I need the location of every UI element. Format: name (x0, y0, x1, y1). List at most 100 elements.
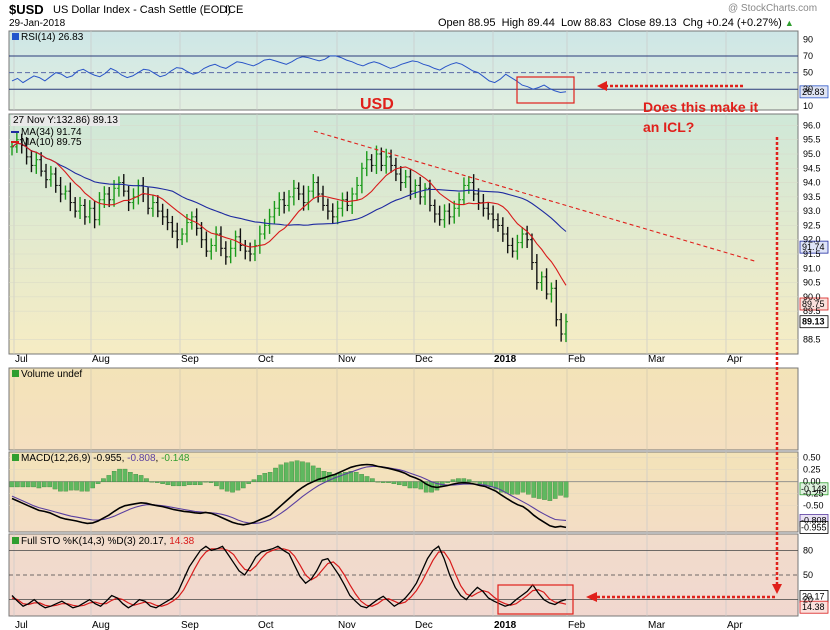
macd-histogram-bar (138, 475, 144, 482)
macd-histogram-bar (160, 481, 165, 484)
x-tick-label: Jul (15, 354, 28, 365)
chg-label: Chg (682, 17, 703, 29)
price-tick-label: 88.5 (803, 335, 821, 345)
macd-histogram-bar (359, 474, 364, 482)
macd-histogram-bar (208, 481, 214, 483)
square-icon (12, 33, 19, 40)
macd-histogram-bar (95, 481, 101, 484)
rsi-last-badge (799, 85, 829, 99)
price-value-badge (799, 297, 829, 311)
arrow-head-icon (597, 81, 607, 91)
macd-histogram-bar (240, 481, 246, 489)
macd-histogram-bar (262, 473, 268, 482)
icl-question-line2: an ICL? (643, 119, 695, 135)
price-tick-label: 93.0 (803, 206, 821, 216)
macd-histogram-bar (251, 479, 257, 482)
macd-histogram-bar (483, 481, 488, 486)
macd-value-label: -0.955 (801, 522, 827, 532)
macd-histogram-bar (171, 481, 176, 487)
x-tick-label: Dec (415, 620, 433, 630)
macd-histogram-bar (90, 481, 95, 489)
macd-histogram-bar (434, 481, 440, 491)
macd-histogram-bar (391, 481, 397, 484)
index-name: US Dollar Index - Cash Settle (EOD) (53, 4, 231, 16)
chg-value: +0.24 (+0.27%) (705, 17, 782, 29)
rsi-line (11, 55, 567, 94)
macd-tick-label: 0.25 (803, 465, 821, 475)
macd-histogram-bar (461, 478, 467, 482)
macd-histogram-bar (111, 471, 117, 482)
macd-histogram-bar (235, 481, 241, 491)
macd-histogram-bar (423, 481, 429, 493)
macd-histogram-bar (466, 479, 472, 482)
rsi-tick-label: 30 (803, 84, 813, 94)
price-value-label: 89.75 (802, 299, 825, 309)
rsi-panel (8, 30, 799, 111)
macd-histogram-bar (214, 481, 219, 487)
macd-histogram-bar (380, 481, 386, 483)
price-tick-label: 92.0 (803, 235, 821, 245)
ma34-legend: MA(34) 91.74 (11, 127, 82, 138)
x-tick-label: Oct (258, 354, 274, 365)
macd-tick-label: -0.25 (803, 489, 824, 499)
x-tick-label: Apr (727, 354, 743, 365)
macd-histogram-bar (337, 473, 343, 482)
macd-histogram-bar (407, 481, 413, 489)
macd-histogram-bar (9, 481, 15, 488)
macd-histogram-bar (348, 471, 354, 482)
macd-histogram-bar (300, 461, 305, 482)
sto-value-badge (799, 600, 829, 614)
x-tick-label: Aug (92, 354, 110, 365)
x-tick-label: Feb (568, 354, 586, 365)
macd-histogram-bar (445, 481, 450, 483)
macd-histogram-bar (343, 472, 348, 482)
price-cursor-legend: 27 Nov Y:132.86) 89.13 (11, 115, 120, 126)
macd-histogram-bar (176, 481, 182, 487)
price-tick-label: 95.5 (803, 135, 821, 145)
macd-histogram-bar (499, 481, 504, 493)
macd-histogram-bar (181, 481, 187, 487)
x-tick-label: Apr (727, 620, 743, 630)
close-label: Close (617, 17, 647, 29)
sto-tick-label: 80 (803, 545, 813, 555)
chart-date: 29-Jan-2018 (9, 18, 66, 29)
text-layer: Jul Jul Aug Aug Sep Sep Oct Oct Nov Nov Dec Dec 2018… (15, 34, 827, 630)
macd-histogram-bar (294, 460, 300, 482)
price-panel (8, 113, 799, 355)
macd-histogram-bar (515, 481, 520, 495)
macd-histogram-bar (84, 481, 90, 492)
close-value: 89.13 (649, 17, 677, 29)
macd-histogram-bar (79, 481, 85, 492)
x-tick-label: Nov (338, 354, 356, 365)
line-icon (11, 131, 19, 134)
macd-histogram-bar (230, 481, 235, 493)
macd-histogram-bar (456, 478, 461, 482)
macd-histogram-bar (15, 481, 20, 488)
price-value-badge (799, 240, 829, 254)
macd-histogram-bar (552, 481, 558, 499)
macd-tick-label: 0.50 (803, 453, 821, 463)
macd-histogram-bar (106, 475, 112, 482)
line-icon (11, 141, 19, 144)
macd-histogram-bar (246, 481, 251, 484)
price-tick-label: 91.5 (803, 249, 821, 259)
macd-histogram-bar (149, 481, 155, 483)
open-label: Open (438, 17, 465, 29)
macd-tick-label: 0.00 (803, 477, 821, 487)
macd-histogram-bar (450, 479, 456, 482)
price-tick-label: 93.5 (803, 192, 821, 202)
rsi-highlight-box (516, 76, 575, 104)
open-value: 88.95 (467, 17, 496, 29)
macd-histogram-bar (224, 481, 230, 492)
macd-histogram-bar (509, 481, 515, 495)
macd-histogram-bar (526, 481, 531, 495)
macd-histogram-bar (547, 481, 553, 501)
macd-histogram-bar (284, 462, 289, 482)
macd-histogram-bar (310, 465, 316, 482)
x-tick-label: Feb (568, 620, 586, 630)
sto-tick-label: 20 (803, 595, 813, 605)
macd-histogram-bar (74, 481, 79, 491)
macd-histogram-bar (273, 467, 278, 482)
